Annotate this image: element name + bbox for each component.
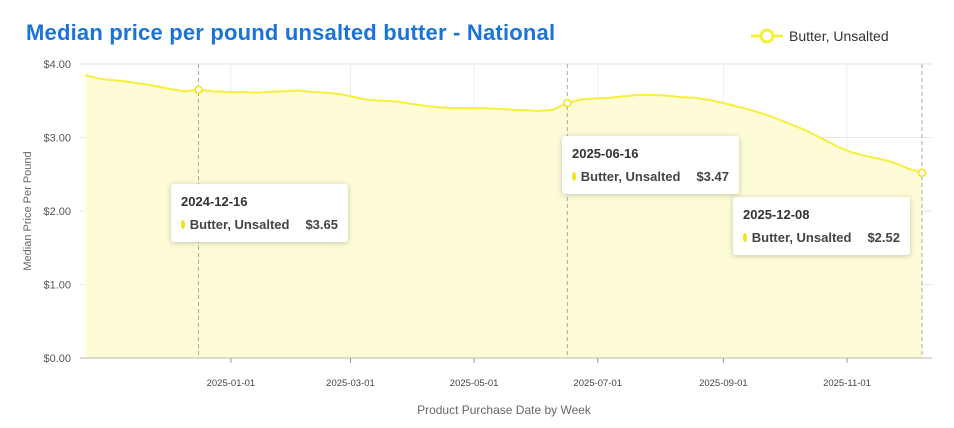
tooltip-date: 2024-12-16: [181, 194, 248, 209]
y-axis-title: Median Price Per Pound: [22, 151, 34, 270]
tooltip: 2025-06-16 Butter, Unsalted $3.47: [562, 136, 739, 194]
tooltip-series: Butter, Unsalted: [751, 230, 852, 245]
y-tick-label: $3.00: [43, 133, 71, 145]
series-dot-icon: [572, 172, 576, 181]
data-point-marker: [917, 168, 927, 178]
x-tick-label: 2025-09-01: [699, 378, 748, 389]
circle-line-marker-icon: [751, 28, 783, 44]
x-axis-title: Product Purchase Date by Week: [417, 403, 592, 417]
tooltip: 2025-12-08 Butter, Unsalted $2.52: [733, 197, 910, 255]
legend-label: Butter, Unsalted: [789, 28, 889, 44]
tooltip-date: 2025-06-16: [572, 146, 639, 161]
data-point-marker: [563, 98, 572, 108]
x-tick-label: 2025-01-01: [207, 378, 256, 389]
legend[interactable]: Butter, Unsalted: [751, 24, 889, 48]
x-tick-label: 2025-11-01: [823, 378, 871, 389]
tooltip: 2024-12-16 Butter, Unsalted $3.65: [171, 184, 348, 242]
y-tick-label: $1.00: [43, 280, 71, 292]
y-tick-label: $2.00: [43, 206, 71, 218]
x-tick-label: 2025-07-01: [573, 378, 622, 389]
y-tick-label: $0.00: [43, 353, 71, 365]
x-tick-label: 2025-05-01: [450, 378, 499, 389]
series-line-butter-unsalted[interactable]: [84, 74, 923, 174]
tooltip-date: 2025-12-08: [743, 207, 810, 222]
axes: $0.00 $1.00 $2.00 $3.00 $4.00 2025-01-01 2025-…: [43, 59, 932, 389]
tooltip-series: Butter, Unsalted: [580, 169, 681, 184]
tooltip-series: Butter, Unsalted: [189, 217, 290, 232]
chart-title: Median price per pound unsalted butter -…: [26, 20, 556, 45]
y-tick-label: $4.00: [43, 59, 71, 71]
series-dot-icon: [743, 233, 747, 242]
tooltip-value: $3.47: [696, 169, 729, 184]
tooltip-value: $3.65: [305, 217, 338, 232]
x-tick-label: 2025-03-01: [326, 378, 375, 389]
tooltip-value: $2.52: [867, 230, 900, 245]
highlight-markers[interactable]: [194, 85, 927, 178]
data-point-marker: [194, 85, 203, 94]
series-dot-icon: [181, 220, 185, 229]
